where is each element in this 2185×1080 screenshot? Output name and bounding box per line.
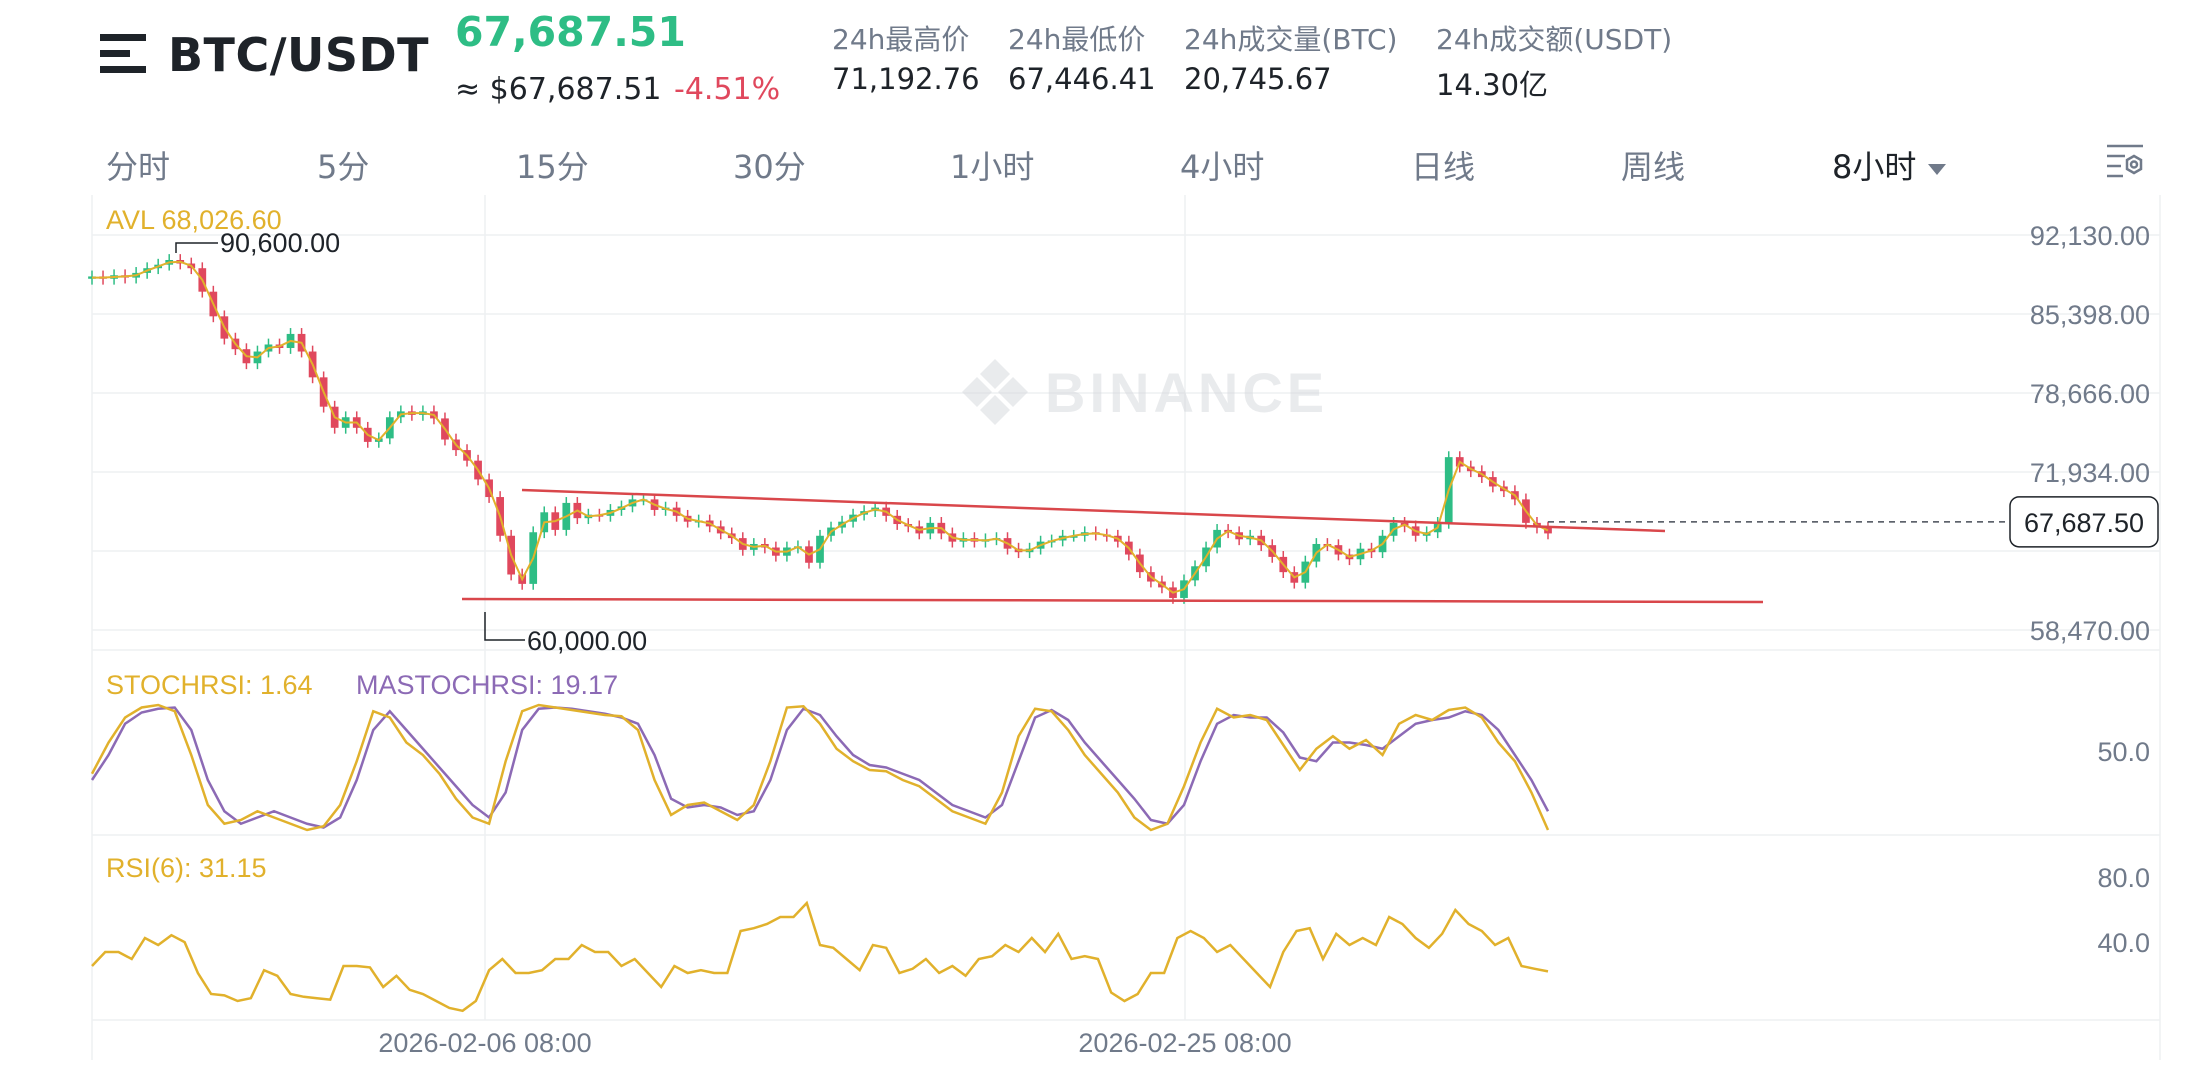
tab-4h[interactable]: 4小时	[1180, 148, 1265, 186]
stat-low-value: 67,446.41	[1008, 62, 1156, 96]
low-annotation: 60,000.00	[527, 626, 647, 656]
rsi-tick-label: 80.0	[2097, 863, 2150, 893]
tab-15m[interactable]: 15分	[516, 148, 589, 186]
last-price: 67,687.51	[455, 8, 686, 56]
approx-usd-price: ≈ $67,687.51	[455, 72, 662, 107]
y-axis-tick-label: 71,934.00	[2030, 458, 2150, 488]
stat-turnover-label: 24h成交额(USDT)	[1436, 23, 1673, 56]
stat-turnover-value: 14.30亿	[1436, 68, 1549, 102]
tab-5m[interactable]: 5分	[317, 148, 370, 186]
stochrsi-tick-label: 50.0	[2097, 737, 2150, 767]
stochrsi-label: STOCHRSI: 1.64	[106, 670, 313, 700]
tab-1d[interactable]: 日线	[1411, 148, 1476, 186]
watermark-text: BINANCE	[1045, 361, 1328, 424]
stat-high-value: 71,192.76	[832, 62, 980, 96]
tab-1w[interactable]: 周线	[1621, 148, 1686, 186]
resistance-trendline	[521, 488, 1666, 533]
mastochrsi-label: MASTOCHRSI: 19.17	[356, 670, 618, 700]
tab-timeline[interactable]: 分时	[106, 148, 171, 186]
menu-icon[interactable]	[100, 34, 146, 74]
high-annotation-leader	[175, 242, 218, 253]
avl-line	[92, 260, 1549, 594]
mastochrsi-line	[90, 706, 1550, 829]
rsi-tick-label: 40.0	[2097, 928, 2150, 958]
stat-volume-btc-label: 24h成交量(BTC)	[1184, 23, 1398, 56]
chevron-down-icon	[1928, 163, 1947, 175]
interval-dropdown[interactable]: 8小时	[1832, 142, 1947, 188]
low-annotation-leader	[484, 612, 525, 641]
current-price-badge	[2009, 496, 2159, 548]
stat-volume-btc-value: 20,745.67	[1184, 62, 1332, 96]
stat-high-label: 24h最高价	[832, 23, 970, 56]
y-axis-tick-label: 85,398.00	[2030, 300, 2150, 330]
change-percent: -4.51%	[674, 72, 781, 107]
support-trendline	[461, 597, 1764, 604]
binance-watermark: BINANCE	[962, 359, 1328, 425]
current-price-label: 67,687.50	[2024, 508, 2144, 538]
high-annotation: 90,600.00	[220, 228, 340, 258]
chart-settings-icon[interactable]	[2105, 140, 2145, 180]
pair-title[interactable]: BTC/USDT	[168, 28, 430, 82]
y-axis-tick-label: 58,470.00	[2030, 616, 2150, 646]
x-axis-tick-label: 2026-02-25 08:00	[1078, 1028, 1291, 1058]
avl-indicator-label: AVL 68,026.60	[106, 205, 282, 235]
chart-grid	[91, 195, 2161, 1060]
tab-30m[interactable]: 30分	[733, 148, 806, 186]
y-axis-tick-label: 92,130.00	[2030, 221, 2150, 251]
stat-low-label: 24h最低价	[1008, 23, 1146, 56]
stochrsi-line	[90, 703, 1550, 832]
interval-selected: 8小时	[1832, 148, 1917, 186]
y-axis-tick-label: 78,666.00	[2030, 379, 2150, 409]
x-axis-tick-label: 2026-02-06 08:00	[378, 1028, 591, 1058]
rsi-label: RSI(6): 31.15	[106, 853, 267, 883]
rsi-line	[91, 900, 1549, 1013]
tab-1h[interactable]: 1小时	[950, 148, 1035, 186]
